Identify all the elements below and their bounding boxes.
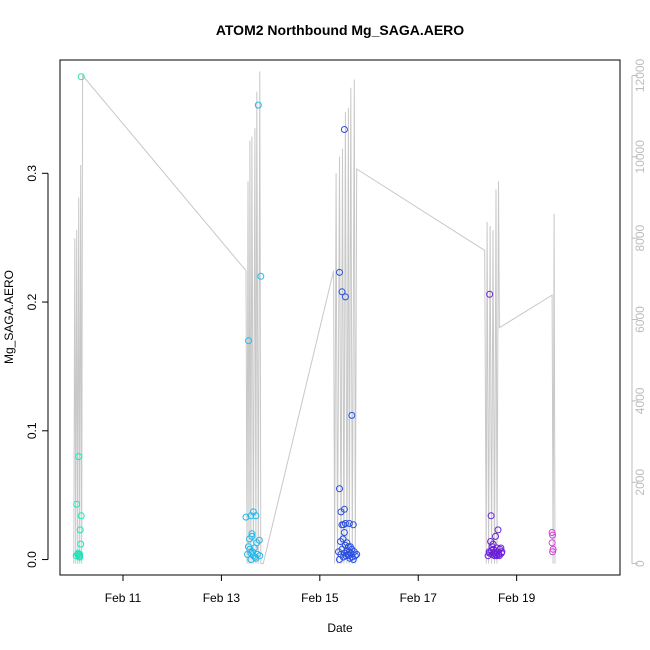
data-point (337, 538, 344, 545)
data-point (73, 500, 81, 508)
x-axis-label: Date (327, 621, 353, 635)
x-tick-label: Feb 15 (301, 591, 339, 605)
data-point (242, 513, 250, 521)
data-point (257, 272, 265, 280)
plot-frame (59, 59, 621, 576)
data-point (492, 532, 499, 540)
y-axis-label: Mg_SAGA.AERO (2, 270, 16, 364)
data-point (248, 532, 256, 540)
right-tick-label: 6000 (633, 306, 647, 333)
data-point (548, 539, 556, 547)
data-point (75, 553, 83, 561)
altitude-line-layer (73, 71, 556, 565)
x-axis: Feb 11 Feb 13 Feb 15 Feb 17 Feb 19 (105, 575, 536, 605)
data-point (349, 556, 357, 563)
data-point (254, 101, 262, 109)
x-tick-label: Feb 17 (400, 591, 438, 605)
right-tick-label: 4000 (633, 387, 647, 414)
y-tick-label: 0.3 (25, 165, 39, 182)
points-layer (72, 73, 557, 563)
y-tick-label: 0.1 (25, 422, 39, 439)
data-point (549, 531, 557, 539)
data-point (76, 526, 84, 534)
data-point (77, 540, 85, 548)
data-point (341, 541, 349, 549)
data-point (336, 268, 343, 276)
data-point (340, 126, 348, 133)
data-point (351, 552, 359, 560)
data-point (74, 549, 82, 557)
right-tick-label: 12000 (633, 58, 647, 92)
chart-title: ATOM2 Northbound Mg_SAGA.AERO (216, 22, 464, 38)
data-point (487, 512, 495, 520)
data-point (341, 293, 349, 301)
data-point (497, 549, 505, 557)
right-tick-label: 0 (633, 560, 647, 567)
data-point (247, 556, 255, 563)
x-tick-label: Feb 13 (203, 591, 241, 605)
right-tick-label: 10000 (633, 140, 647, 174)
y-axis-right: 0 2000 4000 6000 8000 10000 12000 (631, 58, 647, 567)
data-point (75, 453, 83, 461)
data-point (489, 540, 497, 548)
data-point (76, 550, 84, 558)
data-point (340, 529, 348, 536)
data-point (497, 544, 505, 552)
data-point (491, 552, 498, 560)
data-point (337, 550, 345, 558)
right-tick-label: 8000 (633, 225, 647, 252)
data-point (348, 411, 356, 419)
data-point (340, 505, 348, 513)
data-point (494, 526, 502, 534)
data-point (548, 529, 556, 536)
data-point (245, 337, 252, 345)
x-tick-label: Feb 11 (105, 591, 142, 605)
data-point (345, 520, 353, 527)
data-point (77, 73, 85, 81)
data-point (77, 512, 85, 520)
data-point (338, 521, 346, 529)
data-point (252, 512, 260, 520)
y-tick-label: 0.0 (25, 551, 39, 568)
data-point (353, 550, 361, 558)
y-axis-left: 0.0 0.1 0.2 0.3 (25, 165, 49, 568)
data-point (341, 520, 349, 527)
data-point (496, 545, 504, 553)
data-point (336, 485, 343, 493)
data-point (250, 544, 258, 552)
data-point (346, 554, 354, 562)
data-point (338, 545, 346, 553)
altitude-line (73, 71, 556, 565)
data-point (549, 545, 557, 553)
right-tick-label: 2000 (633, 469, 647, 496)
data-point (486, 290, 494, 298)
y-tick-label: 0.2 (25, 293, 39, 310)
data-point (256, 552, 264, 560)
data-point (549, 548, 557, 556)
data-point (338, 288, 346, 296)
data-point (349, 521, 357, 529)
x-tick-label: Feb 19 (498, 591, 536, 605)
